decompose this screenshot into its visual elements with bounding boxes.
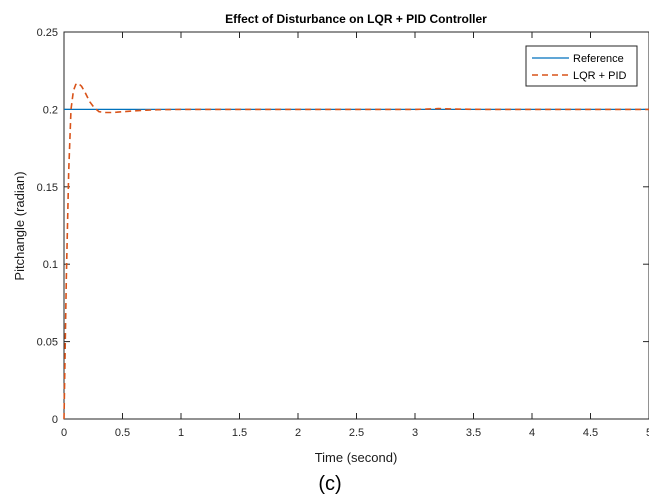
y-tick-label: 0.25 [37,27,58,39]
x-tick-label: 2.5 [349,427,364,439]
x-tick-label: 4.5 [583,427,598,439]
axis-ticks: 0 0.5 1 1.5 2 2.5 3 3.5 4 4.5 5 0 0.05 0.1 0.15 0.2 0.25 [37,27,649,439]
plot-lines [63,82,649,420]
y-axis-label: Pitchangle (radian) [12,171,27,280]
y-tick-label: 0.15 [37,182,58,194]
x-tick-label: 3 [412,427,418,439]
y-tick-label: 0.05 [37,337,58,349]
legend-label-lqr-pid: LQR + PID [573,70,627,82]
y-tick-label: 0 [52,414,58,426]
series-line-lqr-pid [63,82,649,420]
x-axis-label: Time (second) [315,450,398,465]
legend-label-reference: Reference [573,53,624,65]
x-tick-label: 1.5 [232,427,247,439]
x-tick-label: 4 [529,427,535,439]
plot-area [63,31,649,420]
x-tick-label: 5 [646,427,649,439]
x-tick-label: 0 [61,427,67,439]
legend-box [525,45,638,87]
legend: Reference LQR + PID [525,45,638,87]
x-tick-label: 3.5 [466,427,481,439]
x-tick-label: 2 [295,427,301,439]
chart-title: Effect of Disturbance on LQR + PID Contr… [225,12,487,26]
figure-caption: (c) [318,473,341,495]
x-tick-label: 0.5 [115,427,130,439]
x-tick-label: 1 [178,427,184,439]
y-tick-label: 0.1 [43,259,58,271]
y-tick-label: 0.2 [43,104,58,116]
